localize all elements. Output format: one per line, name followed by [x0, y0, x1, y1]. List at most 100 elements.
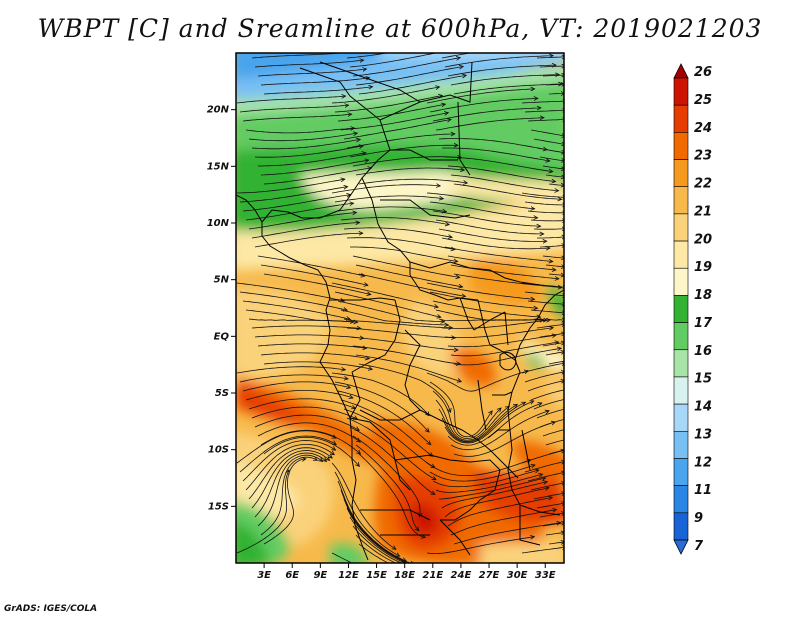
streamline	[331, 282, 438, 307]
streamline	[545, 352, 564, 356]
colorbar-label: 16	[694, 344, 712, 359]
colorbar-label: 13	[694, 427, 712, 442]
streamline	[521, 450, 564, 464]
streamline	[536, 503, 564, 509]
streamline	[530, 309, 564, 313]
streamline	[539, 245, 564, 247]
streamline	[254, 146, 363, 158]
colorbar-swatch	[673, 186, 689, 215]
lon-tick-label: 24E	[451, 570, 472, 581]
streamline	[239, 105, 349, 113]
streamline	[260, 457, 317, 536]
streamline	[248, 133, 357, 142]
streamline	[350, 246, 458, 262]
streamline	[337, 390, 431, 445]
streamline	[260, 264, 368, 285]
streamline	[352, 58, 460, 77]
colorbar-swatch	[673, 485, 689, 514]
colorbar-label: 21	[694, 204, 712, 219]
footer-credit: GrADS: IGES/COLA	[4, 604, 98, 614]
streamline	[521, 363, 564, 374]
colorbar-swatch	[673, 322, 689, 351]
streamline	[450, 510, 557, 536]
streamline	[242, 381, 350, 392]
streamline	[453, 523, 561, 545]
streamline	[542, 165, 564, 169]
colorbar-swatch	[673, 267, 689, 296]
colorbar-swatch	[673, 512, 689, 541]
streamline	[533, 399, 564, 410]
streamline	[242, 195, 351, 212]
streamline	[349, 426, 435, 494]
streamline	[524, 291, 564, 296]
streamline	[444, 488, 549, 518]
longitude-axis: 3E 6E 9E 12E 15E 18E 21E 24E 27E 30E 33E	[257, 563, 556, 581]
streamline	[355, 264, 463, 287]
streamline	[358, 75, 466, 95]
streamline	[447, 65, 556, 77]
streamline	[331, 87, 440, 104]
lat-tick-label: 5N	[214, 275, 230, 286]
streamline	[548, 274, 564, 276]
streamline	[260, 78, 370, 86]
streamline	[426, 371, 528, 392]
streamline	[352, 255, 460, 278]
streamline	[527, 119, 564, 121]
colorbar-label: 23	[694, 149, 712, 164]
streamline	[349, 145, 458, 158]
streamline	[263, 436, 359, 466]
streamline	[429, 98, 538, 113]
streamline	[447, 497, 552, 527]
streamline	[337, 300, 444, 322]
streamline	[248, 213, 357, 230]
colorbar-label: 20	[694, 232, 712, 247]
streamline	[432, 108, 541, 122]
streamline	[349, 516, 412, 563]
streamline	[254, 414, 359, 430]
streamline	[444, 401, 534, 444]
streamline	[248, 318, 358, 322]
streamline	[441, 237, 550, 249]
streamline	[527, 381, 564, 392]
streamline	[527, 472, 564, 482]
colorbar-swatch	[673, 430, 689, 459]
colorbar-label: 25	[694, 93, 712, 108]
streamline	[260, 160, 369, 176]
streamline	[245, 128, 355, 134]
streamline	[334, 291, 441, 317]
streamline	[441, 320, 550, 329]
streamline	[453, 348, 561, 366]
streamline	[343, 318, 452, 328]
streamline	[257, 69, 367, 77]
lat-tick-label: 15S	[208, 501, 229, 512]
streamline	[545, 265, 564, 267]
streamline	[435, 118, 544, 131]
streamline	[548, 361, 564, 365]
streamline	[251, 450, 330, 509]
streamline	[450, 342, 559, 357]
streamline	[533, 138, 564, 145]
streamline	[254, 334, 364, 338]
streamline	[346, 134, 455, 149]
lon-tick-label: 21E	[422, 570, 443, 581]
streamline	[346, 237, 455, 250]
streamline	[263, 168, 372, 185]
streamline	[426, 537, 534, 554]
streamline	[444, 246, 553, 262]
streamline	[245, 390, 353, 401]
streamline	[248, 447, 332, 500]
colorbar-label: 22	[694, 177, 712, 192]
streamline	[242, 300, 350, 319]
streamline	[346, 53, 401, 59]
streamline	[352, 525, 407, 563]
streamline	[450, 75, 559, 86]
streamline	[334, 381, 429, 432]
streamline	[521, 547, 564, 554]
streamline	[444, 56, 553, 68]
streamline	[263, 273, 371, 295]
streamline	[340, 113, 448, 131]
temperature-field	[236, 53, 564, 563]
streamline	[343, 408, 435, 468]
streamline	[432, 470, 539, 488]
